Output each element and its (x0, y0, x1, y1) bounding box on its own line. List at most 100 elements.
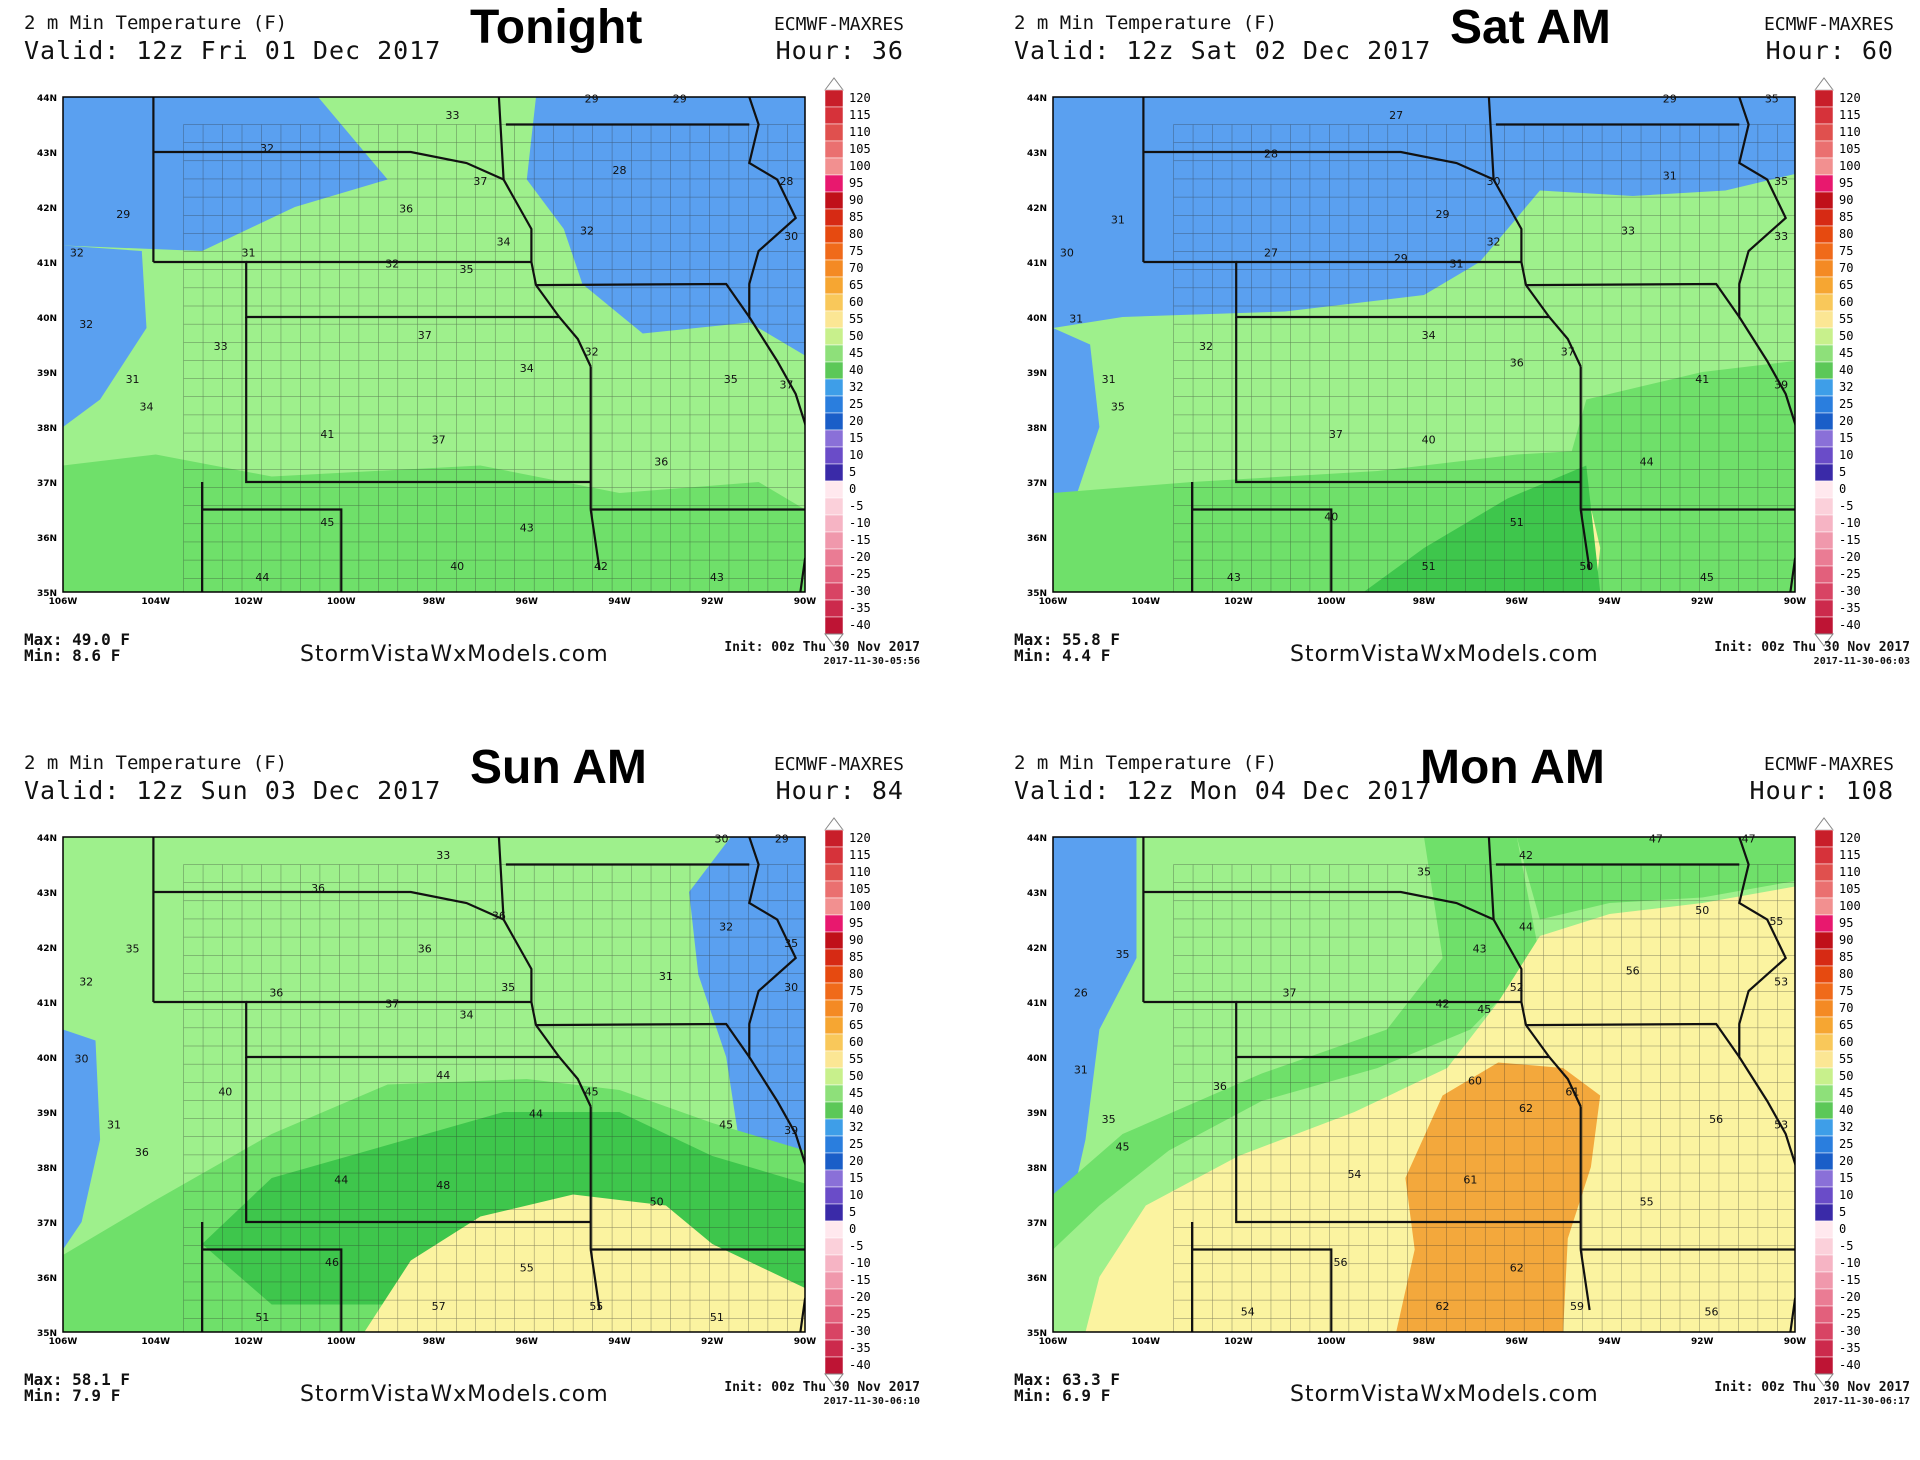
state-border (1487, 97, 1582, 367)
latitude-label: 42N (1027, 944, 1047, 954)
latitude-label: 39N (37, 1109, 57, 1119)
longitude-label: 106W (49, 597, 78, 607)
latitude-label: 36N (1027, 534, 1047, 544)
legend-label: 70 (849, 1001, 863, 1015)
temperature-value: 61 (1463, 1174, 1477, 1187)
temperature-value: 45 (585, 1086, 599, 1099)
legend-label: 20 (1839, 1154, 1853, 1168)
legend-label: 95 (1839, 916, 1853, 930)
temperature-value: 36 (654, 456, 668, 469)
temperature-value: 37 (473, 175, 487, 188)
temperature-value: 28 (779, 175, 793, 188)
longitude-label: 104W (141, 597, 170, 607)
legend-swatch (1814, 140, 1834, 159)
temperature-value: 55 (1769, 915, 1783, 928)
generated-stamp: 2017-11-30-05:56 (823, 656, 920, 667)
temperature-region (63, 1029, 101, 1250)
legend-swatch (1814, 1186, 1834, 1205)
legend-label: 90 (1839, 193, 1853, 207)
temperature-value: 35 (459, 263, 473, 276)
temperature-value: 36 (1213, 1080, 1227, 1093)
color-legend: 1201151101051009590858075706560555045403… (824, 77, 871, 647)
temperature-value: 40 (218, 1086, 232, 1099)
legend-label: 15 (849, 1171, 863, 1185)
temperature-value: 35 (784, 937, 798, 950)
temperature-value: 34 (497, 236, 511, 249)
legend-swatch (824, 378, 844, 397)
legend-label: -15 (849, 1273, 871, 1287)
state-border (1487, 837, 1582, 1107)
longitude-label: 96W (516, 1337, 539, 1347)
legend-swatch (824, 446, 844, 465)
legend-swatch (1814, 310, 1834, 329)
legend-label: 40 (1839, 1103, 1853, 1117)
legend-swatch (1814, 999, 1834, 1018)
temperature-value: 32 (79, 976, 93, 989)
longitude-label: 90W (794, 597, 817, 607)
legend-swatch (824, 1339, 844, 1358)
state-borders (152, 97, 805, 592)
period-headline: Tonight (470, 1, 643, 54)
legend-label: 65 (849, 1018, 863, 1032)
temperature-value: 36 (492, 910, 506, 923)
temperature-value: 36 (418, 943, 432, 956)
longitude-label: 94W (1598, 597, 1621, 607)
latitude-label: 39N (1027, 1109, 1047, 1119)
init-time: Init: 00z Thu 30 Nov 2017 (724, 1380, 920, 1395)
legend-swatch (1814, 191, 1834, 210)
legend-swatch (1814, 1033, 1834, 1052)
forecast-hour: Hour: 84 (775, 776, 904, 805)
legend-swatch (1814, 174, 1834, 193)
temperature-value: 32 (585, 346, 599, 359)
legend-swatch (824, 880, 844, 899)
legend-swatch (1814, 259, 1834, 278)
legend-swatch (1814, 565, 1834, 584)
legend-swatch (1814, 1237, 1834, 1256)
longitude-label: 96W (516, 597, 539, 607)
latitude-label: 38N (37, 424, 57, 434)
legend-label: 75 (1839, 984, 1853, 998)
legend-swatch (824, 1016, 844, 1035)
legend-swatch (1814, 293, 1834, 312)
max-value: Max: 55.8 F (1014, 630, 1120, 649)
temperature-value: 36 (1510, 357, 1524, 370)
legend-swatch (1814, 599, 1834, 618)
state-border (1235, 317, 1581, 484)
latitude-label: 38N (1027, 1164, 1047, 1174)
legend-swatch (824, 1305, 844, 1324)
temperature-value: 35 (1774, 175, 1788, 188)
variable-title: 2 m Min Temperature (F) (1014, 752, 1278, 774)
latitude-label: 41N (37, 259, 57, 269)
latitude-label: 42N (1027, 204, 1047, 214)
legend-label: 45 (849, 346, 863, 360)
temperature-value: 59 (1570, 1300, 1584, 1313)
legend-swatch (824, 361, 844, 380)
temperature-value: 30 (715, 833, 729, 846)
legend-swatch (1814, 1152, 1834, 1171)
longitude-label: 104W (1131, 597, 1160, 607)
latitude-label: 37N (1027, 479, 1047, 489)
legend-swatch (1814, 1271, 1834, 1290)
state-border (497, 837, 592, 1107)
latitude-label: 44N (37, 834, 57, 844)
temperature-value: 45 (1700, 571, 1714, 584)
longitude-label: 92W (1691, 597, 1714, 607)
legend-swatch (824, 293, 844, 312)
temperature-value: 62 (1436, 1300, 1450, 1313)
longitude-label: 92W (701, 1337, 724, 1347)
legend-label: -15 (849, 533, 871, 547)
model-name: ECMWF-MAXRES (773, 754, 904, 775)
legend-label: 25 (1839, 1137, 1853, 1151)
legend-label: 80 (1839, 967, 1853, 981)
temperature-value: 42 (1436, 998, 1450, 1011)
legend-swatch (824, 429, 844, 448)
legend-label: 55 (849, 312, 863, 326)
legend-label: -40 (849, 1358, 871, 1372)
temperature-region (1053, 328, 1100, 537)
legend-swatch (1814, 1169, 1834, 1188)
legend-swatch (1814, 395, 1834, 414)
temperature-region (689, 837, 805, 1206)
longitude-label: 106W (1039, 1337, 1068, 1347)
legend-swatch (1814, 157, 1834, 176)
